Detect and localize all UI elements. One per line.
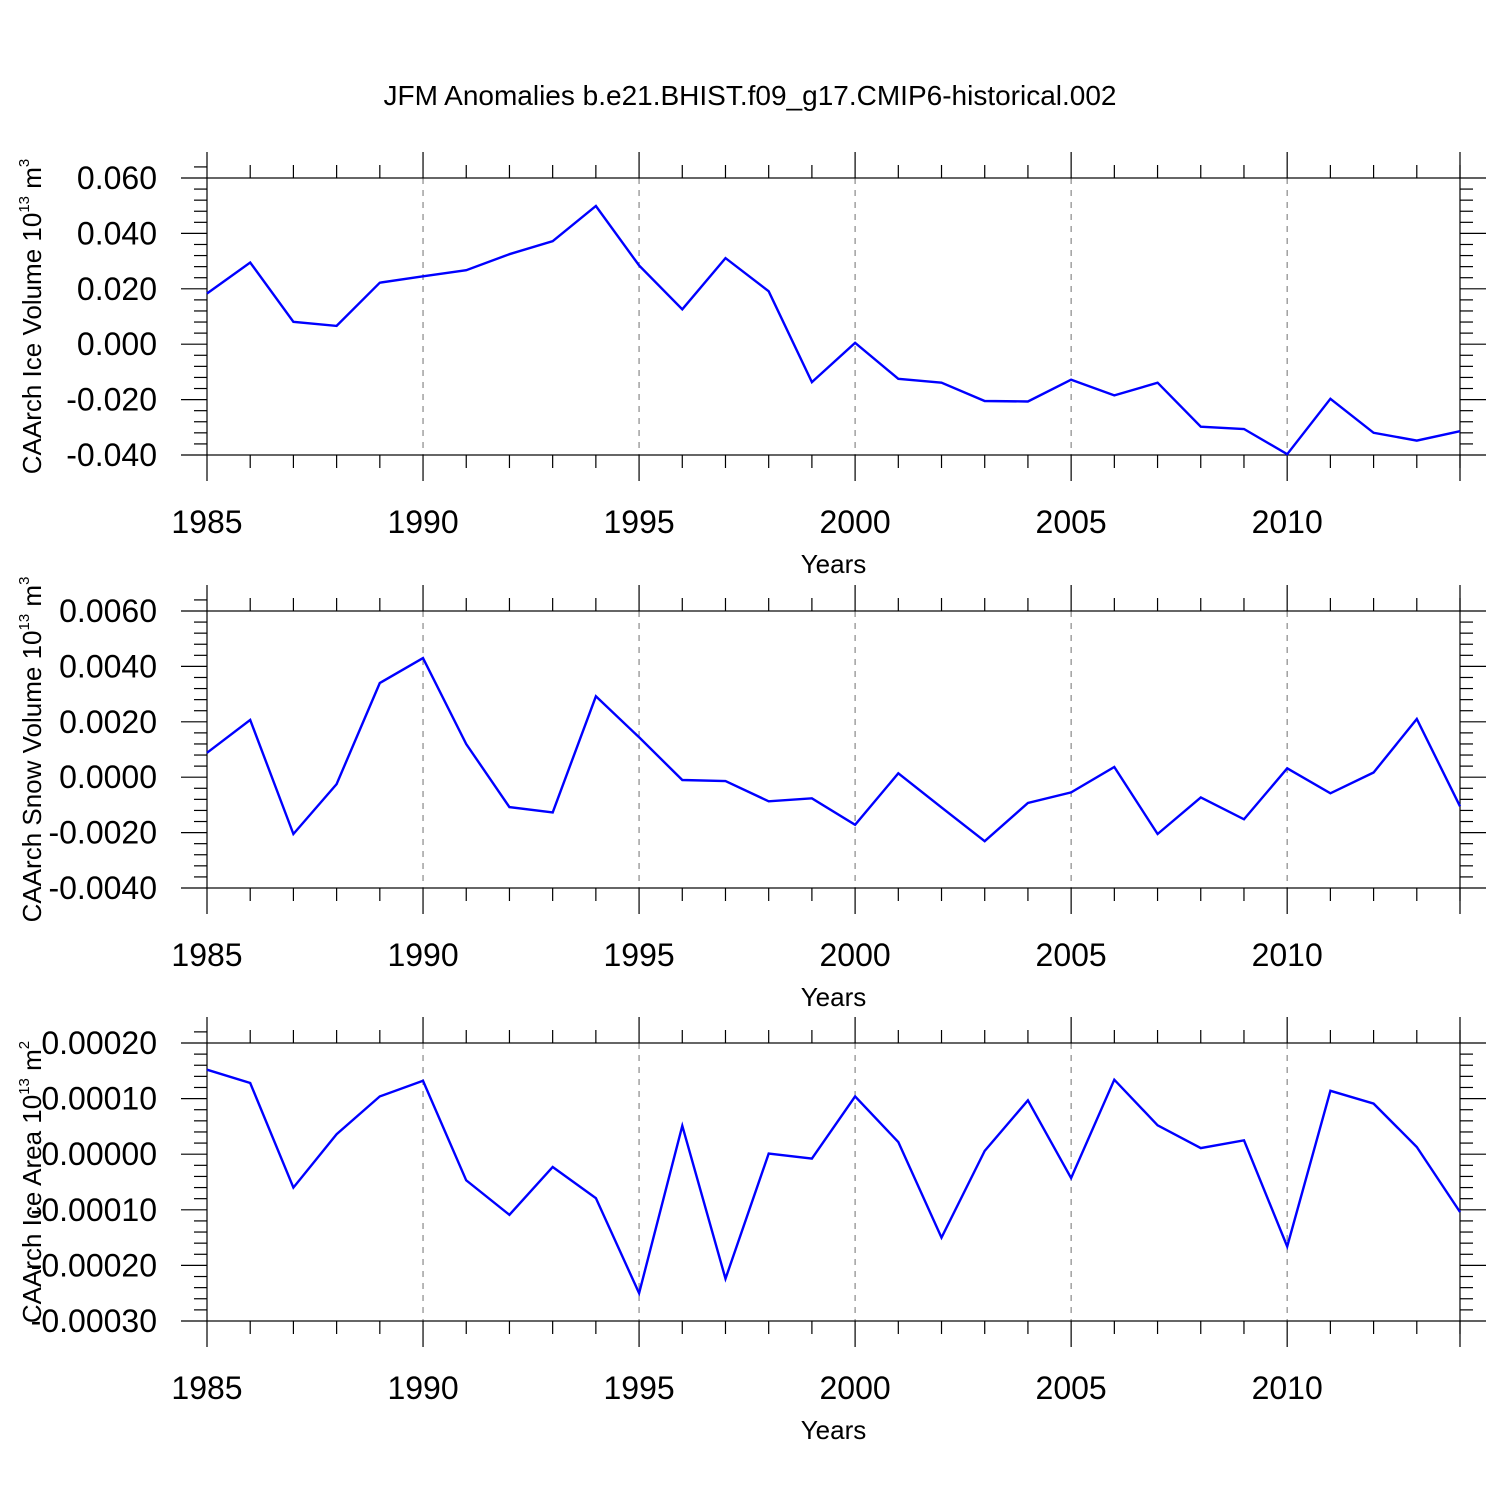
x-tick-label: 1985: [171, 937, 242, 973]
y-tick-label: -0.0040: [48, 870, 157, 906]
x-tick-label: 1985: [171, 504, 242, 540]
y-tick-label: 0.020: [77, 271, 157, 307]
y-tick-label: 0.0000: [59, 759, 157, 795]
x-tick-label: 1995: [603, 937, 674, 973]
panel-2: 1985 1990 1995 2000 2005 2010 -0.0040 -0.0020 0.…: [16, 577, 1486, 1012]
y-axis-title-exponent: 13: [16, 614, 33, 631]
y-axis-title: CAArch Ice Volume 1013 m3: [16, 159, 47, 475]
x-tick-label: 1985: [171, 1370, 242, 1406]
y-tick-label: -0.040: [66, 437, 157, 473]
plot-frame: [206, 177, 1461, 456]
y-axis-title: CAArch Ice Area 1013 m2: [16, 1041, 47, 1323]
series-line: [206, 204, 1461, 456]
y-tick-label: 0.00000: [41, 1136, 157, 1172]
x-tick-label: 2005: [1036, 937, 1107, 973]
y-tick-label: 0.0020: [59, 704, 157, 740]
panel-1: 1985 1990 1995 2000 2005 2010 -0.040 -0.020 0.00…: [16, 152, 1486, 579]
series-line: [206, 656, 1462, 843]
y-tick-label: 0.00020: [41, 1025, 157, 1061]
y-tick-label: -0.00010: [31, 1192, 157, 1228]
x-tick-label: 1995: [603, 1370, 674, 1406]
y-tick-label: 0.060: [77, 160, 157, 196]
y-axis-title-main: CAArch Snow Volume 10: [17, 630, 47, 922]
figure-title: JFM Anomalies b.e21.BHIST.f09_g17.CMIP6-…: [383, 80, 1116, 111]
y-axis-title-unit-exponent: 2: [16, 1041, 33, 1049]
x-tick-label: 1990: [387, 504, 458, 540]
y-axis-title-exponent: 13: [16, 1078, 33, 1095]
y-tick-label: 0.00010: [41, 1081, 157, 1117]
x-axis-title: Years: [801, 982, 867, 1012]
y-axis-title-main: CAArch Ice Area 10: [17, 1095, 47, 1323]
series-line: [206, 1068, 1461, 1297]
x-tick-label: 2005: [1036, 504, 1107, 540]
y-tick-label: -0.0020: [48, 815, 157, 851]
x-tick-label: 2000: [820, 1370, 891, 1406]
y-tick-label: -0.020: [66, 382, 157, 418]
y-axis-title-exponent: 13: [16, 196, 33, 213]
x-axis-title: Years: [801, 1415, 867, 1445]
y-axis-title-unit: m: [17, 585, 47, 614]
y-tick-label: 0.0060: [59, 593, 157, 629]
y-axis-title: CAArch Snow Volume 1013 m3: [16, 577, 47, 923]
y-tick-label: 0.000: [77, 326, 157, 362]
x-axis-title: Years: [801, 549, 867, 579]
y-axis-title-unit-exponent: 3: [16, 577, 33, 585]
y-tick-label: 0.0040: [59, 648, 157, 684]
x-tick-label: 1990: [387, 1370, 458, 1406]
x-tick-label: 2010: [1252, 504, 1323, 540]
plot-frame: [206, 610, 1461, 889]
y-axis-title-main: CAArch Ice Volume 10: [17, 213, 47, 475]
x-tick-label: 2000: [820, 504, 891, 540]
x-tick-label: 2010: [1252, 937, 1323, 973]
y-axis-title-unit: m: [17, 1049, 47, 1078]
x-tick-label: 2005: [1036, 1370, 1107, 1406]
y-tick-label: 0.040: [77, 215, 157, 251]
x-tick-label: 2010: [1252, 1370, 1323, 1406]
x-tick-label: 1990: [387, 937, 458, 973]
plot-frame: [206, 1042, 1461, 1322]
y-tick-label: -0.00020: [31, 1247, 157, 1283]
x-tick-label: 2000: [820, 937, 891, 973]
panel-3: 1985 1990 1995 2000 2005 2010 -0.00030 -0.00020…: [16, 1017, 1486, 1445]
y-axis-title-unit: m: [17, 167, 47, 196]
y-axis-title-unit-exponent: 3: [16, 159, 33, 167]
x-tick-label: 1995: [603, 504, 674, 540]
y-tick-label: -0.00030: [31, 1303, 157, 1339]
